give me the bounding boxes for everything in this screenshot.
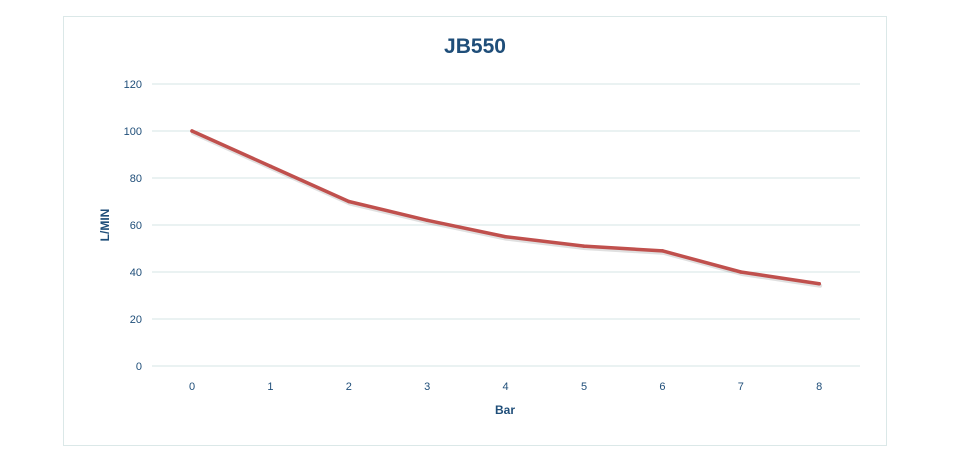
y-axis-ticks: 0 20 40 60 80 100 120 — [124, 79, 142, 373]
x-tick-label: 7 — [738, 381, 744, 393]
data-point-2 — [347, 199, 351, 204]
data-point-5 — [582, 244, 586, 248]
data-point-6 — [660, 249, 665, 253]
y-axis-label: L/MIN — [98, 209, 112, 242]
chart-title: JB550 — [444, 35, 506, 58]
y-tick-label: 40 — [130, 267, 142, 279]
x-tick-label: 0 — [189, 381, 195, 393]
y-tick-label: 80 — [130, 173, 142, 185]
data-point-0 — [190, 129, 194, 133]
x-tick-label: 6 — [659, 381, 665, 393]
y-tick-label: 0 — [136, 361, 142, 373]
x-tick-label: 5 — [581, 381, 587, 393]
data-point-1 — [268, 164, 273, 168]
series-line-shadow — [191, 131, 823, 288]
gridlines — [152, 83, 860, 367]
series-layer — [190, 129, 823, 288]
x-tick-label: 2 — [346, 381, 352, 393]
x-tick-label: 3 — [424, 381, 430, 393]
data-point-7 — [739, 270, 743, 274]
x-tick-label: 1 — [267, 381, 273, 393]
data-point-8 — [817, 282, 821, 286]
data-point-4 — [503, 235, 508, 239]
y-tick-label: 100 — [124, 126, 142, 138]
series-line — [190, 129, 821, 286]
x-tick-label: 8 — [816, 381, 822, 393]
y-tick-label: 120 — [124, 79, 142, 91]
y-tick-label: 20 — [130, 314, 142, 326]
data-point-3 — [425, 218, 429, 223]
x-axis-label: Bar — [495, 403, 515, 417]
x-tick-label: 4 — [503, 381, 509, 393]
x-axis-ticks: 0 1 2 3 4 5 6 7 8 — [189, 381, 822, 393]
y-tick-label: 60 — [130, 220, 142, 232]
